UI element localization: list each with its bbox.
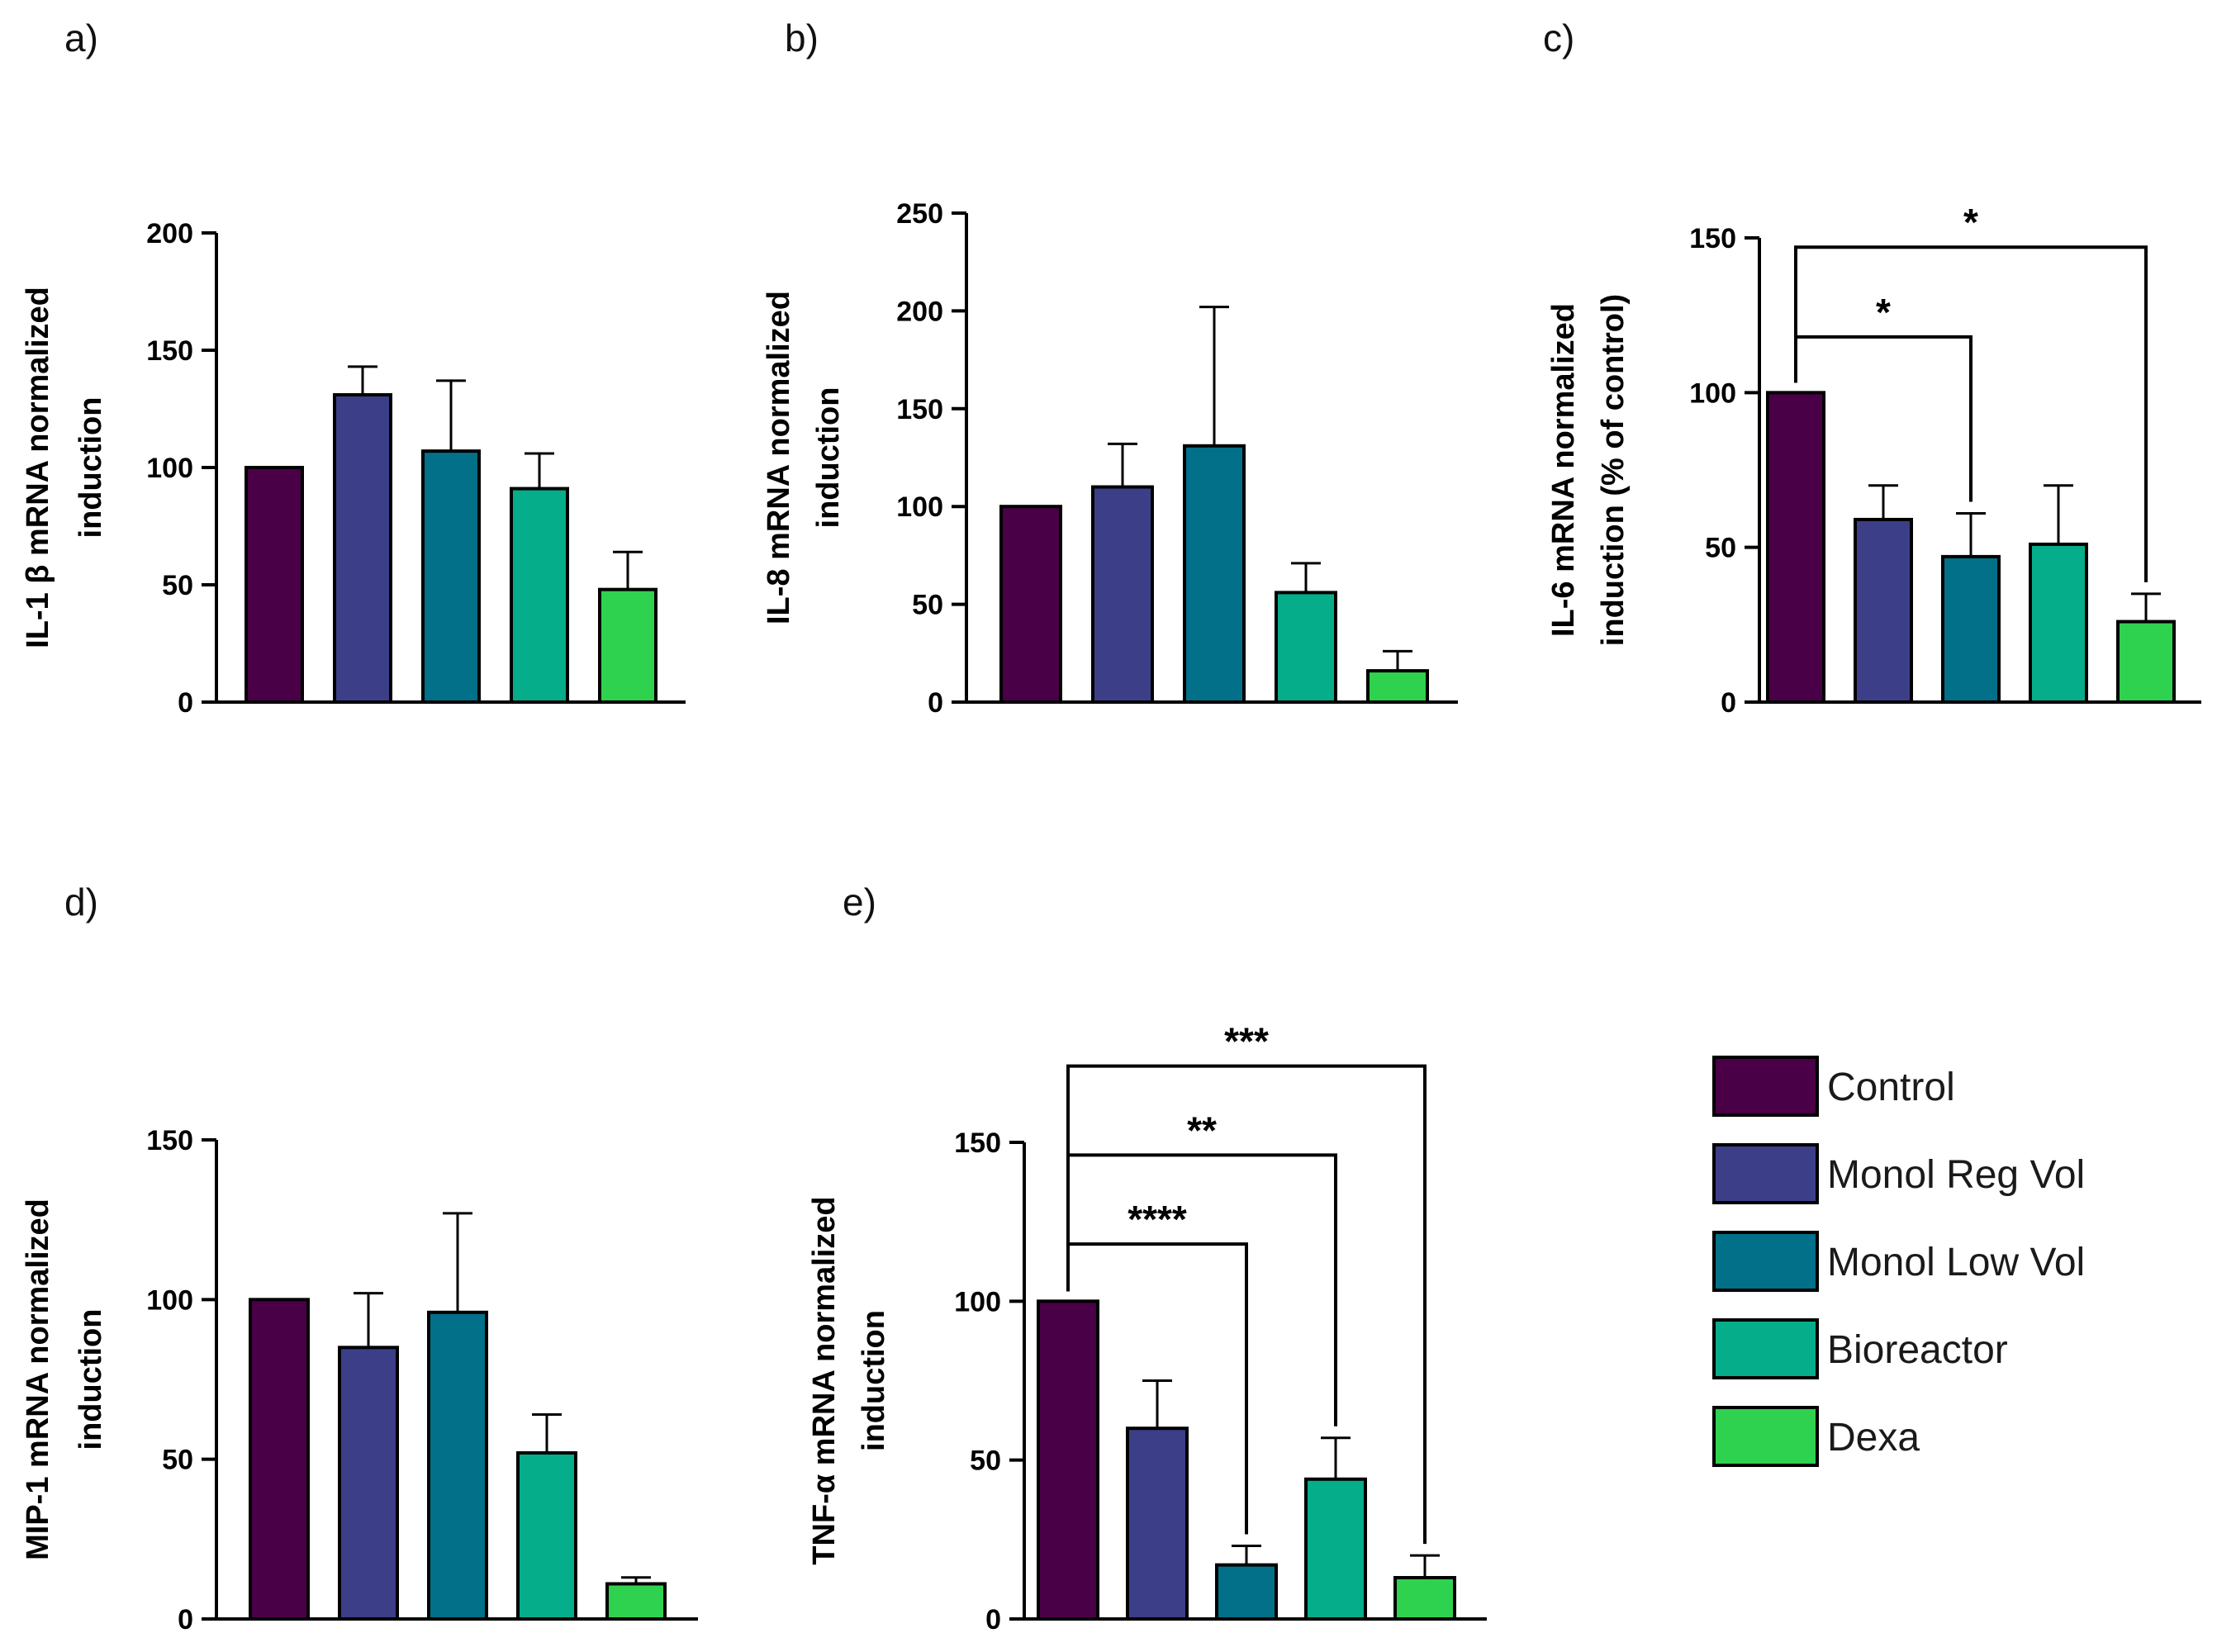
y-tick-label: 200 (896, 296, 943, 327)
panel-letter: b) (785, 17, 819, 59)
bar-bioreactor (2029, 542, 2088, 704)
bar-bioreactor (516, 1450, 577, 1621)
bar-control (1037, 1299, 1099, 1621)
y-axis-label: induction (% of control) (1596, 294, 1631, 646)
chart-panel-2: b) 0 50 100 150 200 250 IL-8 mRNA normalized ind… (762, 17, 1458, 719)
y-axis-label: induction (74, 1309, 108, 1450)
chart-panel-5: e) 0 50 100 150 TNF-α mRNA normalized inductio… (807, 881, 1487, 1635)
chart-panel-1: a) 0 50 100 150 200 IL-1 β mRNA normalized indu… (21, 17, 686, 719)
bar-control (999, 505, 1062, 705)
y-tick-label: 150 (146, 335, 193, 367)
bar-monol-low-vol (1215, 1563, 1278, 1621)
bar-dexa (598, 587, 658, 704)
y-tick-label: 250 (896, 198, 943, 230)
y-tick-label: 150 (1689, 223, 1736, 254)
bar-monol-reg-vol (338, 1346, 399, 1621)
legend-swatch (1712, 1318, 1819, 1379)
legend-swatch (1712, 1406, 1819, 1467)
bar-bioreactor (1275, 591, 1337, 705)
y-tick-label: 150 (954, 1127, 1001, 1159)
y-tick-label: 50 (162, 570, 193, 601)
bar-bioreactor (1304, 1477, 1367, 1621)
bar-control (1766, 391, 1825, 704)
bar-dexa (1393, 1575, 1456, 1621)
y-tick-label: 50 (970, 1446, 1001, 1477)
bar-bioreactor (510, 487, 569, 704)
bar-dexa (2116, 620, 2176, 704)
y-axis-label: IL-1 β mRNA normalized (21, 287, 55, 648)
legend-swatch (1712, 1056, 1819, 1117)
bar-monol-low-vol (427, 1310, 488, 1621)
bar-dexa (1366, 669, 1429, 704)
y-tick-label: 100 (146, 1284, 193, 1316)
y-tick-label: 100 (954, 1286, 1001, 1317)
legend: Control Monol Reg Vol Monol Low Vol Bioreac… (1712, 1056, 2085, 1467)
significance-bracket (1066, 1153, 1337, 1427)
chart-panel-4: d) 0 50 100 150 MIP-1 mRNA normalized inductio… (21, 881, 698, 1635)
bar-control (249, 1298, 310, 1621)
y-axis-label: induction (74, 397, 108, 539)
y-axis-label: induction (811, 387, 846, 529)
bar-control (244, 466, 304, 704)
panel-letter: a) (64, 17, 98, 59)
significance-label: **** (1127, 1198, 1187, 1241)
panel-letter: d) (64, 881, 98, 923)
significance-bracket (1066, 1064, 1427, 1545)
legend-label: Control (1827, 1066, 1955, 1109)
y-axis-label: TNF-α mRNA normalized (807, 1196, 842, 1564)
y-axis-label: MIP-1 mRNA normalized (21, 1199, 55, 1560)
significance-label: * (1876, 291, 1891, 334)
legend-label: Bioreactor (1827, 1328, 2008, 1372)
legend-label: Monol Reg Vol (1827, 1153, 2085, 1197)
bar-monol-reg-vol (1126, 1427, 1189, 1621)
bar-monol-low-vol (1941, 554, 2001, 705)
bar-monol-reg-vol (1854, 517, 1913, 704)
y-tick-label: 50 (1705, 533, 1736, 564)
y-tick-label: 100 (1689, 377, 1736, 409)
y-tick-label: 0 (985, 1604, 1001, 1635)
significance-label: ** (1187, 1108, 1217, 1151)
bar-monol-reg-vol (333, 392, 392, 704)
significance-bracket (1794, 245, 2148, 582)
y-tick-label: 150 (146, 1125, 193, 1156)
legend-label: Dexa (1827, 1416, 1920, 1460)
bar-monol-low-vol (421, 449, 481, 704)
chart-panel-3: c) 0 50 100 150 IL-6 mRNA normalized induction… (1543, 17, 2201, 719)
y-axis-label: induction (857, 1310, 891, 1451)
y-tick-label: 100 (896, 491, 943, 523)
y-tick-label: 50 (912, 590, 943, 621)
y-tick-label: 0 (1721, 687, 1736, 719)
y-axis-label: IL-8 mRNA normalized (762, 291, 796, 624)
legend-label: Monol Low Vol (1827, 1241, 2085, 1284)
y-tick-label: 0 (178, 1604, 193, 1635)
y-tick-label: 100 (146, 453, 193, 484)
bar-monol-reg-vol (1091, 485, 1154, 705)
y-tick-label: 0 (928, 687, 943, 719)
y-tick-label: 50 (162, 1445, 193, 1476)
y-axis-label: IL-6 mRNA normalized (1546, 303, 1581, 637)
significance-label: * (1963, 201, 1978, 244)
significance-label: *** (1224, 1020, 1269, 1063)
y-tick-label: 0 (178, 687, 193, 719)
bar-dexa (605, 1582, 667, 1621)
legend-swatch (1712, 1231, 1819, 1292)
legend-swatch (1712, 1143, 1819, 1204)
y-tick-label: 150 (896, 394, 943, 425)
panel-letter: e) (843, 881, 876, 923)
panel-letter: c) (1543, 17, 1574, 59)
y-tick-label: 200 (146, 218, 193, 249)
bar-monol-low-vol (1183, 444, 1246, 704)
